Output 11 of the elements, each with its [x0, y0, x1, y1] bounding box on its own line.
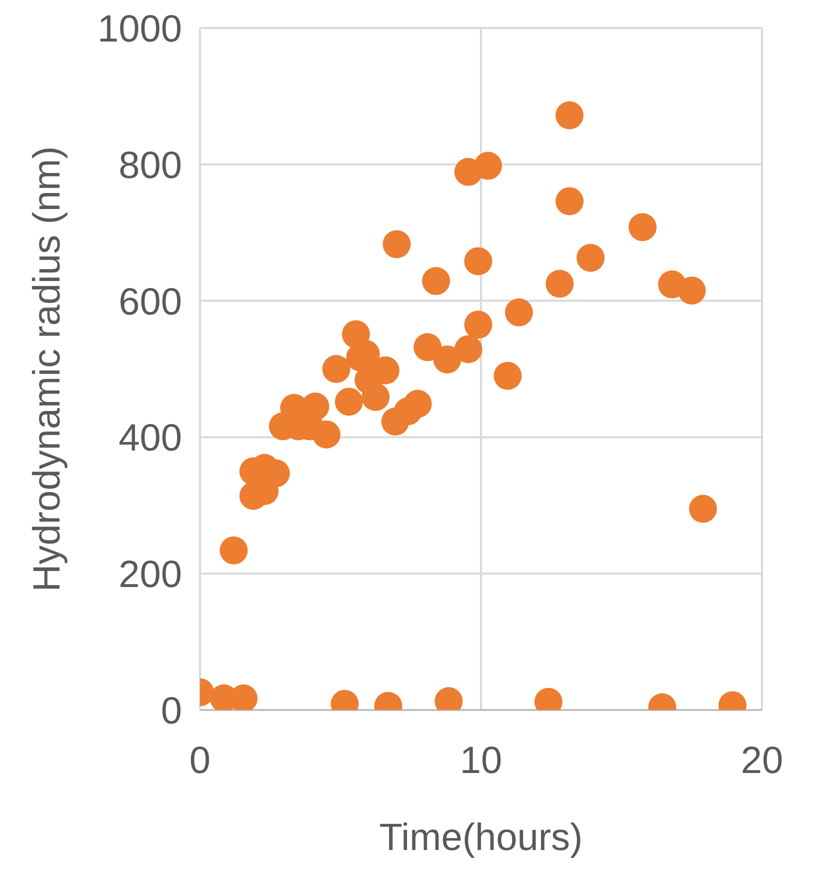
y-tick-label: 0 [160, 690, 182, 732]
y-tick-label: 600 [118, 281, 182, 324]
y-tick-label: 1000 [97, 8, 182, 50]
y-tick-label: 400 [118, 418, 182, 460]
x-tick-label: 0 [189, 740, 211, 782]
x-tick-label: 10 [460, 740, 502, 782]
y-axis-title: Hydrodynamic radius (nm) [26, 146, 68, 592]
x-tick-label: 20 [740, 740, 784, 782]
x-axis-title: Time(hours) [379, 817, 583, 859]
y-tick-label: 200 [118, 554, 182, 596]
y-tick-label: 800 [118, 144, 182, 187]
